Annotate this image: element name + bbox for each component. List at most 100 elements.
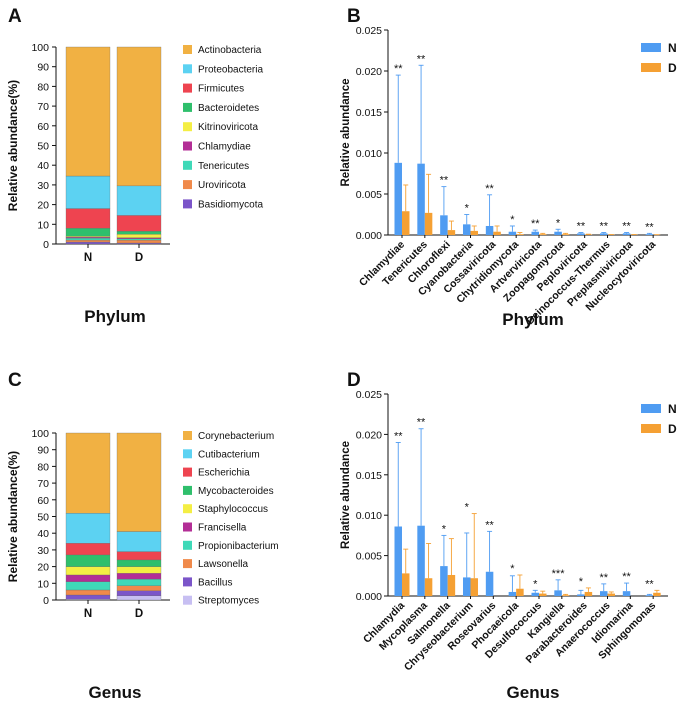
- stacked-segment-bacteroidetes: [116, 231, 162, 235]
- y-tick-label: 0.010: [356, 148, 382, 160]
- bar-d: [493, 231, 501, 235]
- significance-marker: **: [622, 221, 631, 233]
- stacked-segment-mycobacteroides: [116, 559, 162, 567]
- legend-swatch: [183, 559, 192, 569]
- bar-n: [485, 225, 494, 235]
- stacked-segment-firmicutes: [116, 215, 162, 232]
- stacked-segment-streptomyces: [116, 595, 162, 601]
- legend-label: Streptomyces: [198, 596, 259, 607]
- stacked-segment-bacillus: [116, 590, 162, 596]
- legend-swatch: [183, 83, 192, 93]
- stacked-segment-cutibacterium: [65, 513, 111, 544]
- legend-label: Corynebacterium: [198, 431, 274, 442]
- stacked-segment-lawsonella: [65, 589, 111, 596]
- stacked-segment-firmicutes: [65, 208, 111, 229]
- y-tick-label: 40: [37, 528, 49, 540]
- significance-marker: **: [417, 417, 426, 429]
- stacked-segment-cutibacterium: [116, 531, 162, 552]
- y-tick-label: 40: [37, 160, 49, 172]
- significance-marker: *: [465, 203, 470, 215]
- stacked-segment-escherichia: [116, 551, 162, 561]
- legend-swatch: [183, 595, 192, 605]
- significance-marker: *: [510, 563, 515, 575]
- y-tick-label: 50: [37, 512, 49, 524]
- legend-swatch-d: [641, 424, 661, 433]
- legend-swatch: [183, 64, 192, 74]
- legend-label: Propionibacterium: [198, 541, 279, 552]
- legend-label: Escherichia: [198, 468, 250, 479]
- bar-d: [470, 578, 478, 596]
- legend-swatch: [183, 449, 192, 459]
- y-axis-title: Relative abundance: [340, 441, 352, 549]
- panel-letter-a: A: [8, 6, 22, 27]
- stacked-segment-corynebacterium: [65, 432, 111, 514]
- stacked-segment-lawsonella: [116, 585, 162, 591]
- significance-marker: *: [465, 502, 470, 514]
- y-tick-label: 0.025: [356, 389, 382, 401]
- significance-marker: **: [577, 221, 586, 233]
- y-tick-label: 0.005: [356, 189, 382, 201]
- x-tick-label: N: [84, 252, 92, 264]
- stacked-segment-proteobacteria: [65, 175, 111, 209]
- legend-label: Bacteroidetes: [198, 103, 259, 114]
- y-tick-label: 0.025: [356, 25, 382, 37]
- stacked-segment-mycobacteroides: [65, 554, 111, 567]
- significance-marker: *: [442, 523, 447, 535]
- bar-n: [462, 224, 471, 235]
- legend-label: Actinobacteria: [198, 45, 262, 56]
- y-tick-label: 10: [37, 219, 49, 231]
- y-tick-label: 0.015: [356, 107, 382, 119]
- legend-label-n: N: [668, 41, 677, 55]
- significance-marker: **: [622, 571, 631, 583]
- y-tick-label: 90: [37, 445, 49, 457]
- panel-letter-b: B: [347, 6, 361, 27]
- y-tick-label: 0.010: [356, 510, 382, 522]
- stacked-segment-bacillus: [65, 594, 111, 600]
- bar-n: [508, 591, 517, 596]
- bar-n: [417, 163, 425, 235]
- bar-n: [417, 525, 425, 596]
- bar-n: [577, 233, 585, 235]
- y-tick-label: 0.000: [356, 591, 382, 603]
- panel-letter-d: D: [347, 370, 361, 391]
- y-tick-label: 90: [37, 62, 49, 74]
- stacked-segment-francisella: [116, 573, 162, 580]
- bar-d: [424, 212, 433, 235]
- significance-marker: *: [579, 576, 584, 588]
- stacked-segment-actinobacteria: [116, 46, 162, 187]
- legend-swatch: [183, 504, 192, 514]
- legend-swatch: [183, 122, 192, 132]
- legend-label: Francisella: [198, 523, 247, 534]
- legend-swatch-n: [641, 404, 661, 413]
- y-tick-label: 0.000: [356, 230, 382, 242]
- legend-label-d: D: [668, 422, 677, 436]
- stacked-segment-staphylococcus: [116, 566, 162, 574]
- x-tick-label: N: [84, 608, 92, 620]
- chart-b-phylum-abundance: 0.000 0.005 0.010 0.015 0.020 0.025 Relative a…: [340, 25, 677, 327]
- y-tick-label: 20: [37, 562, 49, 574]
- y-tick-label: 70: [37, 101, 49, 113]
- stacked-segment-tenericutes: [116, 238, 162, 241]
- bar-d: [584, 591, 593, 596]
- y-tick-label: 100: [31, 428, 49, 440]
- significance-marker: *: [556, 217, 561, 229]
- significance-marker: *: [533, 578, 538, 590]
- legend-label-d: D: [668, 61, 677, 75]
- chart-c-stacked-genus: 0 10 20 30 40 50 60 70 80 90 100 Relative abundance…: [6, 428, 279, 620]
- significance-marker: **: [417, 53, 426, 65]
- bar-n: [599, 591, 608, 596]
- y-tick-label: 0.020: [356, 66, 382, 78]
- legend-swatch: [183, 160, 192, 170]
- legend-label-n: N: [668, 402, 677, 416]
- legend-swatch: [183, 45, 192, 54]
- bar-d: [447, 230, 456, 235]
- y-tick-label: 30: [37, 180, 49, 192]
- stacked-segment-proteobacteria: [116, 185, 162, 216]
- legend-swatch: [183, 199, 192, 209]
- significance-marker: **: [599, 221, 608, 233]
- legend-label: Firmicutes: [198, 84, 244, 95]
- y-tick-label: 60: [37, 495, 49, 507]
- legend-label: Lawsonella: [198, 559, 248, 570]
- y-tick-label: 80: [37, 81, 49, 93]
- y-tick-label: 70: [37, 478, 49, 490]
